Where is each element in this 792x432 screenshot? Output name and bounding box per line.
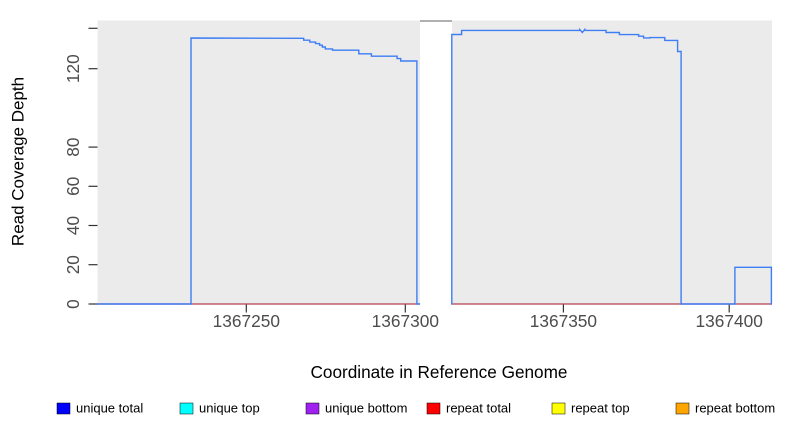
svg-text:1367350: 1367350 — [530, 311, 597, 331]
svg-text:60: 60 — [63, 177, 83, 196]
svg-text:repeat bottom: repeat bottom — [695, 401, 775, 416]
svg-text:repeat top: repeat top — [571, 401, 630, 416]
svg-text:Coordinate in Reference Genome: Coordinate in Reference Genome — [310, 362, 567, 382]
svg-text:40: 40 — [63, 216, 83, 235]
svg-text:unique top: unique top — [199, 401, 260, 416]
svg-text:repeat total: repeat total — [446, 401, 511, 416]
svg-text:1367300: 1367300 — [372, 311, 439, 331]
svg-text:1367400: 1367400 — [696, 311, 763, 331]
svg-text:20: 20 — [63, 255, 83, 274]
svg-text:0: 0 — [63, 299, 83, 309]
svg-text:120: 120 — [63, 54, 83, 83]
svg-text:unique bottom: unique bottom — [325, 401, 407, 416]
svg-text:80: 80 — [63, 137, 83, 156]
svg-text:unique total: unique total — [76, 401, 143, 416]
svg-text:Read Coverage Depth: Read Coverage Depth — [9, 77, 28, 246]
svg-text:1367250: 1367250 — [213, 311, 280, 331]
